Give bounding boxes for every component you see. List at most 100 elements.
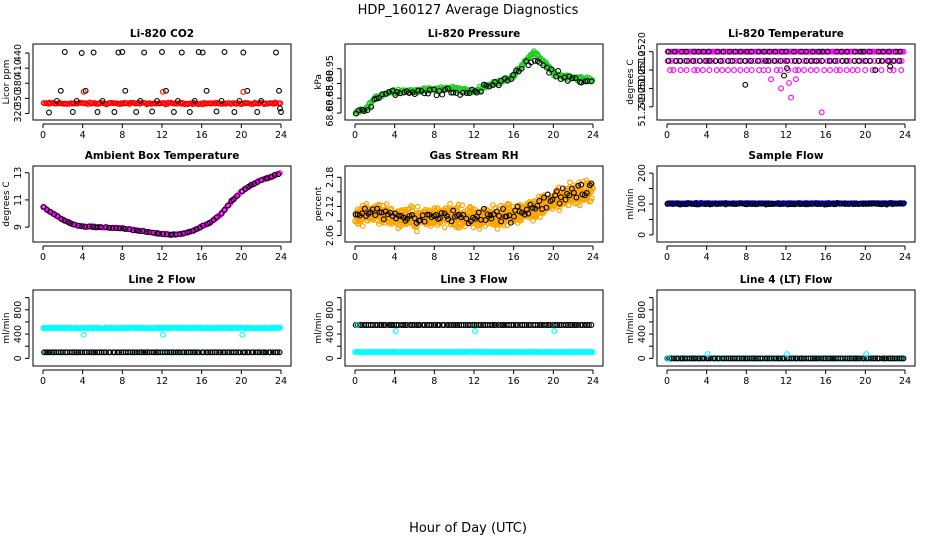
data-point [364,107,371,114]
data-point [743,67,750,74]
data-point [218,97,225,104]
data-point [106,224,113,231]
data-point [500,205,507,212]
data-point [495,82,502,89]
data-point [510,72,517,79]
data-point [854,67,861,74]
data-point [94,109,101,115]
plot-frame [344,165,604,243]
data-point [843,67,850,74]
x-tick-label: 4 [704,130,710,141]
data-point [406,90,413,96]
data-point [696,57,703,64]
data-point [673,200,680,207]
data-point [57,87,64,94]
data-point [743,201,750,208]
data-point [756,57,763,64]
data-point [566,192,573,199]
data-point [395,212,402,219]
data-point [778,85,784,92]
series-points-black [46,49,284,116]
data-point [450,89,457,96]
y-axis-label: Licor ppm [2,60,12,105]
data-point [572,75,579,82]
data-point [186,109,193,115]
x-tick-label: 16 [508,252,520,263]
data-point [273,100,280,107]
x-tick-label: 4 [392,130,398,141]
data-point [709,57,715,64]
plot-frame [656,165,916,243]
y-axis-label: ml/min [626,188,636,219]
data-point [690,57,697,64]
data-point [733,201,740,207]
data-point [772,48,779,55]
data-point [275,171,282,178]
data-point [838,48,845,55]
data-point [868,200,875,207]
x-tick-label: 12 [468,252,480,263]
data-point [126,226,133,233]
data-point [548,66,555,73]
data-point [244,87,251,94]
data-point [379,91,386,98]
y-tick-label: 68.80 [325,99,336,126]
x-tick-label: 4 [704,376,710,387]
x-tick-label: 0 [40,252,46,263]
data-point [745,57,752,64]
data-point [116,225,123,232]
data-point [537,214,543,221]
x-tick-label: 4 [80,130,86,141]
data-point [703,57,710,64]
y-tick-label: 9 [13,224,24,230]
data-point [424,211,431,218]
data-point [54,213,61,220]
data-point [588,180,595,187]
data-point [89,100,96,106]
data-point [832,57,839,64]
x-tick-label: 16 [508,130,520,141]
data-point [781,57,788,64]
chart-title: Ambient Box Temperature [85,150,240,162]
data-point [530,217,536,224]
data-point [444,213,450,220]
data-point [413,228,420,235]
data-point [900,200,907,207]
data-point [53,97,60,104]
data-point [400,214,407,221]
data-point [444,85,451,92]
data-point [376,209,383,216]
data-point [234,192,241,199]
data-point [277,105,283,112]
data-point [780,200,787,207]
data-point [576,202,583,209]
y-axis-label: ml/min [2,312,12,343]
data-point [709,201,715,208]
data-point [278,109,284,115]
chart-panel-4: Ambient Box Temperature degrees C 0 4 8 12 16 2… [2,150,292,263]
data-point [58,216,65,223]
x-tick-label: 24 [587,252,599,263]
data-point [786,79,792,86]
x-tick-label: 20 [547,252,559,263]
data-point [111,109,118,115]
data-point [494,225,501,232]
data-point [755,48,762,55]
data-point [844,48,850,55]
data-point [813,67,820,74]
data-point [573,194,580,201]
x-tick-label: 24 [275,252,287,263]
x-tick-label: 0 [664,376,670,387]
x-tick-label: 12 [156,376,168,387]
data-point [559,185,566,192]
data-point [459,202,466,209]
chart-title: Sample Flow [748,150,823,162]
data-point [154,97,160,104]
y-tick-label: 2.06 [325,225,336,246]
data-point [525,210,532,217]
y-tick-label: 51.2500 [637,69,648,108]
data-point [45,349,51,356]
data-point [846,200,853,207]
y-tick-label: 400 [325,325,336,343]
data-point [836,200,843,207]
